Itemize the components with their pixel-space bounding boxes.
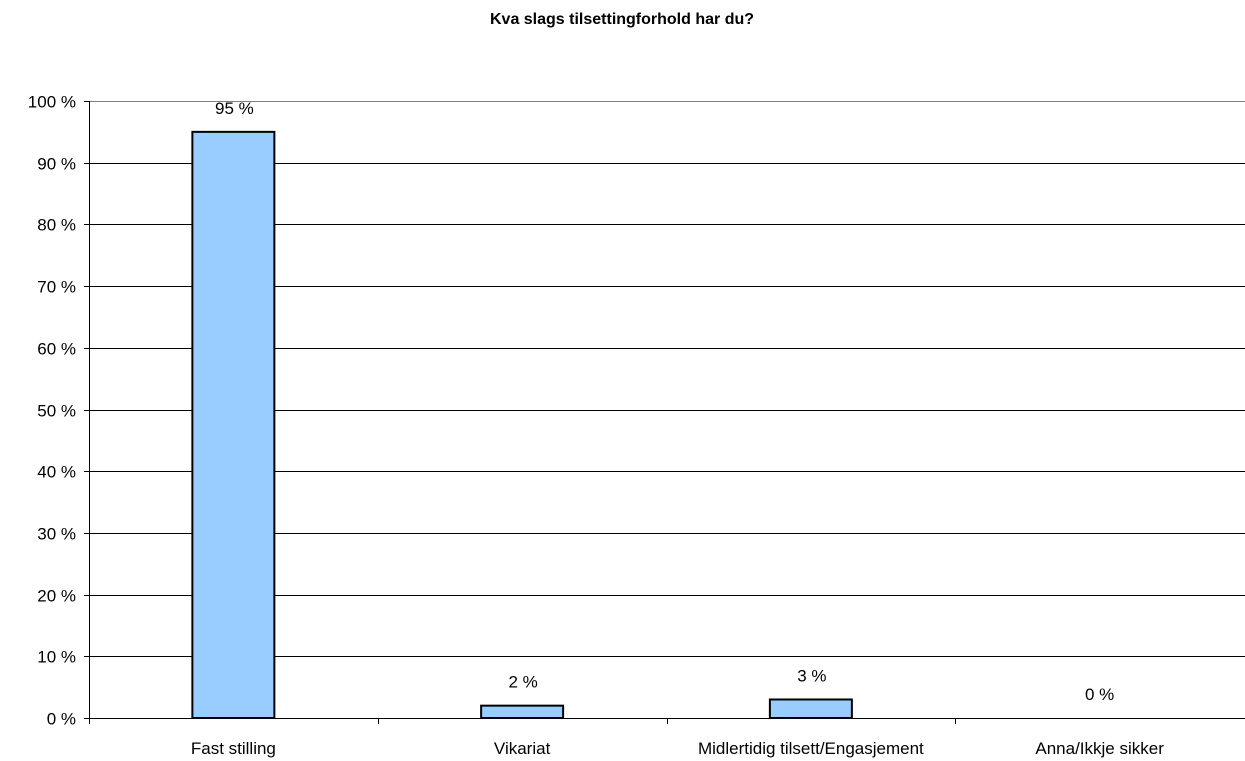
- x-category-label: Vikariat: [494, 739, 551, 758]
- y-tick-label: 0 %: [47, 710, 76, 729]
- y-tick-label: 70 %: [37, 278, 76, 297]
- y-tick-label: 90 %: [37, 155, 76, 174]
- y-tick-label: 30 %: [37, 525, 76, 544]
- data-label: 0 %: [1085, 685, 1114, 704]
- y-tick-label: 60 %: [37, 340, 76, 359]
- y-tick-label: 80 %: [37, 216, 76, 235]
- y-axis-ticks: 0 % 10 % 20 % 30 % 40 % 50 % 60 % 70 % 80 % 90 % 1…: [28, 93, 89, 729]
- gridlines: [89, 101, 1245, 657]
- bar: [768, 698, 853, 719]
- y-tick-label: 50 %: [37, 402, 76, 421]
- bar: [191, 130, 276, 720]
- x-axis-labels: Fast stilling Vikariat Midlertidig tilsett…: [191, 739, 1164, 758]
- data-label: 2 %: [508, 673, 537, 692]
- y-tick-label: 10 %: [37, 648, 76, 667]
- data-labels: 95 % 2 % 3 % 0 %: [215, 99, 1114, 704]
- y-tick-label: 100 %: [28, 93, 76, 112]
- y-tick-label: 40 %: [37, 463, 76, 482]
- bar: [480, 704, 565, 719]
- data-label: 95 %: [215, 99, 254, 118]
- x-category-label: Midlertidig tilsett/Engasjement: [698, 739, 924, 758]
- y-tick-label: 20 %: [37, 587, 76, 606]
- chart-title: Kva slags tilsettingforhold har du?: [490, 11, 754, 28]
- axes: [89, 101, 1245, 724]
- x-category-label: Fast stilling: [191, 739, 276, 758]
- bars: [191, 130, 853, 720]
- x-category-label: Anna/Ikkje sikker: [1035, 739, 1164, 758]
- data-label: 3 %: [797, 666, 826, 685]
